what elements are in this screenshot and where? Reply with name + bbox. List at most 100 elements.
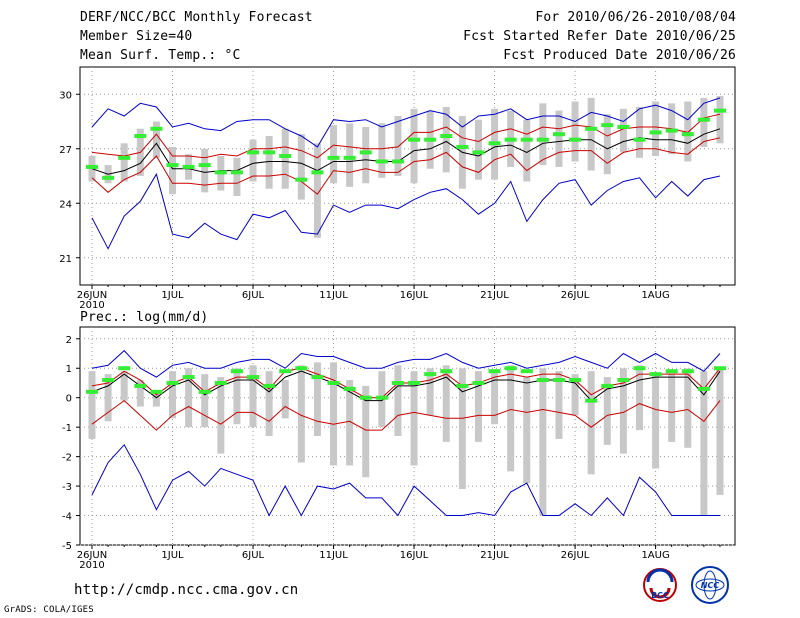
temp-obs-mark <box>665 128 678 133</box>
temp-box <box>652 101 660 157</box>
prec-obs-mark <box>86 389 98 394</box>
prec-obs-mark <box>697 386 710 391</box>
prec-box <box>491 371 499 425</box>
prec-box <box>458 368 466 490</box>
prec-box <box>716 368 724 495</box>
temp-obs-mark <box>102 175 115 180</box>
prec-obs-mark <box>214 380 227 385</box>
temp-xtick-label: 16JUL <box>400 290 429 301</box>
temp-box <box>523 119 531 182</box>
temp-ytick-label: 27 <box>59 145 72 156</box>
prec-obs-mark <box>134 383 147 388</box>
variable-label: Mean Surf. Temp.: °C <box>80 48 241 63</box>
prec-box <box>346 380 354 466</box>
temp-box <box>233 157 241 196</box>
prec-box <box>555 371 563 439</box>
prec-obs-mark <box>552 378 565 383</box>
prec-box <box>603 377 611 445</box>
prec-obs-mark <box>681 369 694 374</box>
prec-box <box>330 362 338 466</box>
prec-ytick-label: -4 <box>62 512 72 523</box>
temp-box <box>297 134 305 200</box>
forecast-period: For 2010/06/26-2010/08/04 <box>535 10 736 25</box>
prec-box <box>507 365 515 472</box>
prec-obs-mark <box>665 369 678 374</box>
temp-ytick-label: 24 <box>59 199 72 210</box>
prec-box <box>120 371 128 401</box>
temp-box <box>313 143 321 238</box>
temp-xtick-label: 1JUL <box>161 290 184 301</box>
temp-box <box>603 114 611 175</box>
temp-box <box>619 108 627 153</box>
prec-obs-mark <box>488 369 501 374</box>
prec-xtick-label: 1AUG <box>641 550 669 561</box>
prec-box <box>201 374 209 428</box>
temp-obs-mark <box>118 155 131 160</box>
prec-obs-mark <box>617 378 630 383</box>
prec-obs-mark <box>247 375 260 380</box>
bcc-logo: BCC <box>643 568 677 602</box>
prec-obs-mark <box>456 383 469 388</box>
temp-obs-mark <box>134 134 147 139</box>
prec-ytick-label: 1 <box>66 364 72 375</box>
prec-box <box>442 365 450 442</box>
prec-obs-mark <box>150 389 163 394</box>
temp-obs-mark <box>504 137 517 142</box>
prec-xtick-label: 1JUL <box>161 550 184 561</box>
temp-box <box>555 110 563 167</box>
temp-obs-mark <box>230 170 243 175</box>
temp-obs-mark <box>520 137 533 142</box>
prec-box <box>571 374 579 416</box>
temp-obs-mark <box>697 117 710 122</box>
temp-obs-mark <box>456 144 469 149</box>
prec-max-line <box>91 349 721 378</box>
temp-box <box>378 123 386 178</box>
temp-box <box>684 101 692 162</box>
prec-obs-mark <box>472 380 485 385</box>
temp-box <box>635 106 643 158</box>
temp-box <box>265 136 273 189</box>
prec-box <box>169 371 177 419</box>
prec-obs-mark <box>118 366 131 371</box>
temp-obs-mark <box>472 150 485 155</box>
temp-box <box>249 139 257 182</box>
temp-ytick-label: 30 <box>59 90 72 101</box>
prec-obs-mark <box>263 383 276 388</box>
temp-max-line <box>91 97 721 148</box>
prec-box <box>539 368 547 516</box>
temp-xtick-label: 2010 <box>79 300 104 311</box>
temp-obs-mark <box>424 137 437 142</box>
temp-obs-mark <box>601 123 614 128</box>
temp-obs-mark <box>649 130 662 135</box>
temp-obs-mark <box>247 150 260 155</box>
prec-xtick-label: 16JUL <box>400 550 429 561</box>
prec-box <box>619 368 627 454</box>
prec-xtick-label: 26JUN <box>77 550 107 561</box>
temp-obs-mark <box>198 163 211 168</box>
temp-ytick-label: 21 <box>59 254 72 265</box>
prec-box <box>217 377 225 454</box>
prec-xtick-label: 11JUL <box>319 550 348 561</box>
prec-box <box>523 377 531 484</box>
prec-upper-line <box>91 367 721 399</box>
temp-obs-mark <box>375 159 388 164</box>
temp-box <box>201 148 209 193</box>
precip-label: Prec.: log(mm/d) <box>80 310 209 325</box>
prec-obs-mark <box>633 366 646 371</box>
temp-obs-mark <box>166 163 179 168</box>
prec-obs-mark <box>569 378 582 383</box>
temp-box <box>120 143 128 182</box>
prec-box <box>104 374 112 422</box>
temp-obs-mark <box>263 150 276 155</box>
prec-obs-mark <box>166 380 179 385</box>
temp-xtick-label: 26JUL <box>561 290 590 301</box>
temp-upper-line <box>91 113 721 159</box>
prec-obs-mark <box>182 375 195 380</box>
temp-box <box>571 101 579 162</box>
ncc-logo-text: NCC <box>701 581 720 590</box>
prec-box <box>185 368 193 428</box>
prec-box <box>88 371 96 439</box>
prec-obs-mark <box>279 369 292 374</box>
prec-obs-mark <box>375 395 388 400</box>
